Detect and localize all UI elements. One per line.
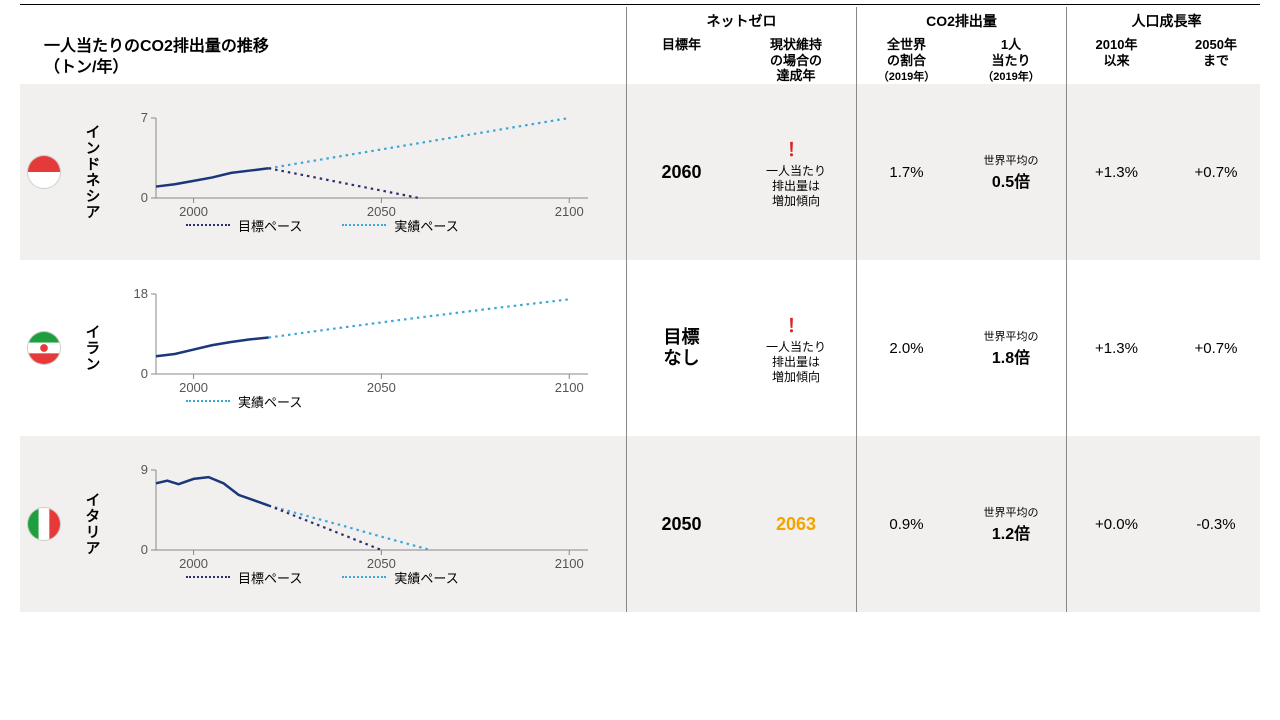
growth-2050: +0.7%: [1166, 260, 1266, 436]
legend-actual: 実績ペース: [342, 216, 458, 235]
growth-2050: +0.7%: [1166, 84, 1266, 260]
achieve-warning: ！ 一人当たり排出量は増加傾向: [736, 260, 856, 436]
country-row: イタリア 09200020502100 目標ペース実績ペース 2050 2063…: [20, 436, 1260, 612]
svg-text:0: 0: [141, 542, 148, 557]
header-co2: CO2排出量: [856, 7, 1066, 37]
header-netzero: ネットゼロ: [626, 7, 856, 37]
svg-text:18: 18: [134, 286, 148, 301]
chart-cell: 09200020502100 目標ペース実績ペース: [116, 436, 626, 612]
country-name: インドネシア: [68, 84, 116, 260]
svg-text:7: 7: [141, 110, 148, 125]
header-popgrowth: 人口成長率: [1066, 7, 1266, 37]
chart-legend: 目標ペース 実績ペース: [116, 216, 626, 235]
country-row: イラン 018200020502100 実績ペース 目標なし ！ 一人当たり排出…: [20, 260, 1260, 436]
achieve-warning: ！ 一人当たり排出量は増加傾向: [736, 84, 856, 260]
chart-cell: 018200020502100 実績ペース: [116, 260, 626, 436]
flag-cell: [20, 436, 68, 612]
growth-2010: +0.0%: [1066, 436, 1166, 612]
flag-icon: [27, 507, 61, 541]
header-world-share: 全世界 の割合 （2019年）: [856, 37, 956, 84]
svg-text:9: 9: [141, 462, 148, 477]
country-row: インドネシア 07200020502100 目標ペース実績ペース 2060 ！ …: [20, 84, 1260, 260]
growth-2010: +1.3%: [1066, 84, 1166, 260]
chart-title: 一人当たりのCO2排出量の推移（トン/年）: [20, 37, 626, 84]
country-name: イラン: [68, 260, 116, 436]
mini-chart: 018200020502100: [116, 286, 596, 396]
header-row-groups: ネットゼロ CO2排出量 人口成長率: [20, 7, 1260, 37]
chart-legend: 実績ペース: [116, 392, 626, 411]
world-share: 0.9%: [856, 436, 956, 612]
target-year: 2060: [626, 84, 736, 260]
legend-actual: 実績ペース: [342, 568, 458, 587]
flag-icon: [27, 331, 61, 365]
flag-cell: [20, 260, 68, 436]
header-row-sub: 一人当たりのCO2排出量の推移（トン/年） 目標年 現状維持 の場合の 達成年 …: [20, 37, 1260, 84]
target-year: 目標なし: [626, 260, 736, 436]
target-year: 2050: [626, 436, 736, 612]
chart-cell: 07200020502100 目標ペース実績ペース: [116, 84, 626, 260]
header-target-year: 目標年: [626, 37, 736, 84]
world-share: 1.7%: [856, 84, 956, 260]
svg-text:0: 0: [141, 366, 148, 381]
country-name: イタリア: [68, 436, 116, 612]
achieve-year: 2063: [736, 436, 856, 612]
mini-chart: 09200020502100: [116, 462, 596, 572]
legend-target: 目標ペース: [186, 216, 302, 235]
flag-cell: [20, 84, 68, 260]
svg-text:0: 0: [141, 190, 148, 205]
mini-chart: 07200020502100: [116, 110, 596, 220]
world-multiple: 世界平均の1.8倍: [956, 260, 1066, 436]
world-multiple: 世界平均の1.2倍: [956, 436, 1066, 612]
legend-actual: 実績ペース: [186, 392, 302, 411]
flag-icon: [27, 155, 61, 189]
header-since2010: 2010年 以来: [1066, 37, 1166, 84]
world-share: 2.0%: [856, 260, 956, 436]
world-multiple: 世界平均の0.5倍: [956, 84, 1066, 260]
growth-2010: +1.3%: [1066, 260, 1166, 436]
header-until2050: 2050年 まで: [1166, 37, 1266, 84]
growth-2050: -0.3%: [1166, 436, 1266, 612]
header-achieve-year: 現状維持 の場合の 達成年: [736, 37, 856, 84]
header-per-capita: 1人 当たり （2019年）: [956, 37, 1066, 84]
legend-target: 目標ペース: [186, 568, 302, 587]
chart-legend: 目標ペース 実績ペース: [116, 568, 626, 587]
